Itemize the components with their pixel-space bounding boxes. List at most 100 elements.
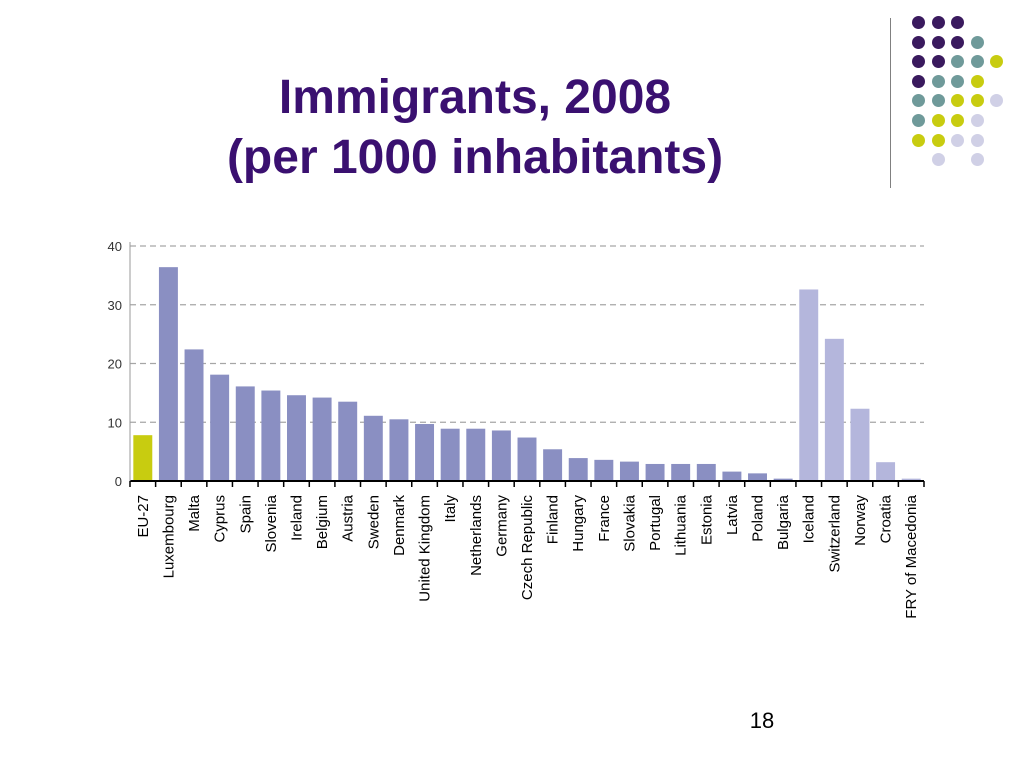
x-tick-label: Slovakia (621, 494, 638, 551)
bar (619, 461, 639, 481)
y-tick-label: 0 (115, 474, 122, 489)
decorative-dot (990, 94, 1003, 108)
bar (466, 428, 486, 481)
bar (568, 458, 588, 481)
x-tick-label: Slovenia (263, 494, 280, 552)
decorative-dot (970, 114, 984, 127)
bar (543, 449, 563, 481)
x-tick-label: FRY of Macedonia (903, 494, 920, 618)
bar (901, 478, 921, 481)
decorative-dot (912, 133, 925, 147)
x-tick-label: France (596, 495, 613, 542)
decorative-dot (970, 94, 984, 108)
bar (261, 390, 281, 481)
x-tick-label: Lithuania (673, 494, 690, 556)
x-tick-label: Cyprus (212, 495, 229, 543)
bar (824, 338, 844, 481)
title-line-2: (per 1000 inhabitants) (226, 131, 724, 184)
x-tick-label: EU-27 (135, 495, 152, 538)
x-tick-label: Norway (852, 495, 869, 546)
x-tick-label: Sweden (365, 495, 382, 549)
bar (594, 459, 614, 481)
decorative-dot (931, 16, 945, 29)
bar (748, 473, 767, 481)
decorative-dot (912, 94, 925, 108)
x-tick-label: Estonia (698, 494, 715, 545)
y-tick-label: 20 (108, 357, 122, 372)
bar (210, 374, 230, 481)
x-tick-label: Czech Republic (519, 495, 536, 601)
decorative-dot (931, 35, 945, 49)
decorative-dot (951, 94, 964, 108)
x-tick-label: United Kingdom (417, 495, 434, 602)
decorative-dot (951, 16, 964, 29)
decorative-dot (931, 55, 945, 69)
x-tick-label: Iceland (801, 495, 818, 543)
decorative-dot (912, 55, 925, 69)
bar (696, 463, 716, 481)
decorative-dot (951, 55, 964, 69)
x-tick-label: Netherlands (468, 495, 485, 576)
x-tick-label: Spain (237, 495, 254, 533)
y-tick-label: 40 (108, 239, 122, 254)
x-tick-label: Ireland (288, 495, 305, 541)
bar (235, 386, 255, 481)
slide-number: 18 (749, 708, 775, 733)
bar (287, 395, 306, 481)
bar (722, 471, 742, 481)
decorative-dot (970, 74, 984, 88)
decorative-dot (931, 133, 945, 147)
bar (645, 463, 665, 481)
decorative-dot (912, 35, 925, 49)
bar (850, 408, 870, 481)
decorative-divider (890, 18, 891, 188)
x-tick-label: Switzerland (826, 495, 843, 573)
decorative-dot (970, 153, 984, 167)
slide-title: Immigrants, 2008 (per 1000 inhabitants) (130, 68, 820, 188)
decorative-dot (951, 114, 964, 127)
bar-chart: 0 10 20 30 40 EU-27 Luxembourg Malta Cyprus Spain… (108, 239, 925, 619)
bar (184, 349, 204, 481)
bar (491, 430, 511, 481)
decorative-dot (951, 133, 964, 147)
decorative-dot (990, 55, 1003, 69)
decorative-dot (970, 55, 984, 69)
x-tick-label: Austria (340, 494, 357, 541)
decorative-dot (931, 74, 945, 88)
decorative-dot (970, 35, 984, 49)
bar (389, 419, 409, 481)
decorative-dot (931, 94, 945, 108)
title-line-1: Immigrants, 2008 (278, 71, 672, 124)
y-tick-label: 10 (108, 415, 122, 430)
bar (338, 401, 358, 481)
x-tick-label: Italy (442, 495, 459, 523)
x-tick-label: Croatia (878, 494, 895, 543)
decorative-dot (951, 74, 964, 88)
bar (773, 478, 793, 481)
bar (415, 424, 435, 481)
decorative-dot-grid (0, 0, 1024, 200)
bar (799, 289, 819, 481)
decorative-dot (912, 16, 925, 29)
x-tick-label: Finland (545, 495, 562, 544)
bar (312, 397, 332, 481)
x-tick-label: Germany (493, 495, 510, 557)
bar (876, 462, 896, 481)
decorative-dot (951, 35, 964, 49)
decorative-dot (912, 114, 925, 127)
decorative-dot (912, 74, 925, 88)
x-tick-label: Latvia (724, 494, 741, 535)
bar (517, 437, 537, 481)
y-tick-label: 30 (108, 298, 122, 313)
decorative-dot (931, 114, 945, 127)
bar (363, 415, 383, 481)
decorative-dot (970, 133, 984, 147)
bar (440, 428, 460, 481)
x-tick-label: Denmark (391, 495, 408, 556)
x-tick-label: Poland (750, 495, 767, 542)
x-tick-label: Bulgaria (775, 494, 792, 550)
bar (158, 267, 178, 481)
x-tick-label: Luxembourg (160, 495, 177, 578)
decorative-dot (931, 153, 945, 167)
bar (133, 435, 153, 481)
